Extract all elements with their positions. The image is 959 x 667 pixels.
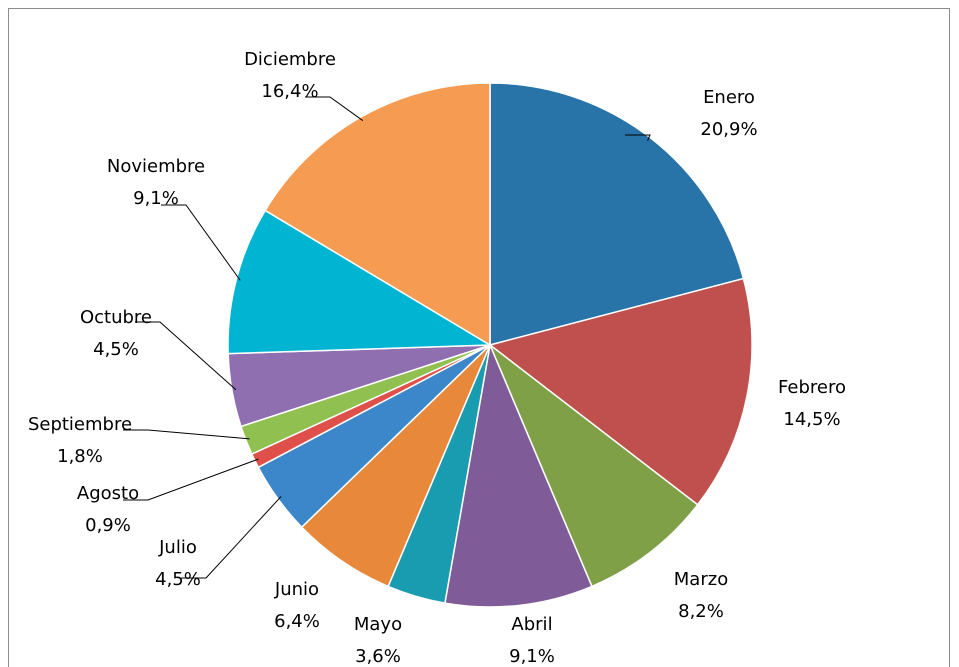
slice-label: Diciembre bbox=[244, 49, 336, 70]
leader-line bbox=[161, 204, 241, 281]
leader-line bbox=[123, 429, 250, 440]
slice-label: Septiembre bbox=[28, 414, 132, 435]
slice-value-label: 16,4% bbox=[261, 81, 318, 102]
slice-value-label: 1,8% bbox=[57, 446, 103, 467]
slice-value-label: 0,9% bbox=[85, 515, 131, 536]
slice-label: Noviembre bbox=[107, 156, 205, 177]
pie-slice bbox=[227, 209, 493, 355]
slice-value-label: 8,2% bbox=[678, 601, 724, 622]
slice-value-label: 4,5% bbox=[93, 339, 139, 360]
slice-value-label: 6,4% bbox=[274, 611, 320, 632]
pie-slice bbox=[444, 342, 593, 608]
pie-slice bbox=[264, 82, 491, 347]
slice-label: Junio bbox=[274, 579, 319, 600]
leader-line bbox=[135, 321, 237, 391]
slice-value-label: 3,6% bbox=[355, 646, 401, 667]
leader-line bbox=[181, 496, 282, 579]
leader-line bbox=[123, 458, 259, 501]
slice-value-label: 9,1% bbox=[133, 188, 179, 209]
pie-slice bbox=[489, 82, 745, 346]
slice-label: Febrero bbox=[778, 377, 846, 398]
slice-value-label: 14,5% bbox=[783, 409, 840, 430]
slice-label: Marzo bbox=[674, 569, 728, 590]
pie-slice bbox=[488, 342, 699, 588]
slice-label: Abril bbox=[511, 614, 552, 635]
leader-line bbox=[305, 96, 364, 121]
slice-value-label: 9,1% bbox=[509, 646, 555, 667]
slice-value-label: 20,9% bbox=[700, 119, 757, 140]
slice-label: Mayo bbox=[354, 614, 402, 635]
slice-value-label: 4,5% bbox=[155, 569, 201, 590]
slice-label: Julio bbox=[158, 537, 197, 558]
slice-label: Enero bbox=[703, 87, 755, 108]
pie-slice bbox=[488, 277, 753, 506]
leader-line bbox=[625, 134, 651, 141]
slice-label: Agosto bbox=[77, 483, 139, 504]
slice-label: Octubre bbox=[80, 307, 152, 328]
